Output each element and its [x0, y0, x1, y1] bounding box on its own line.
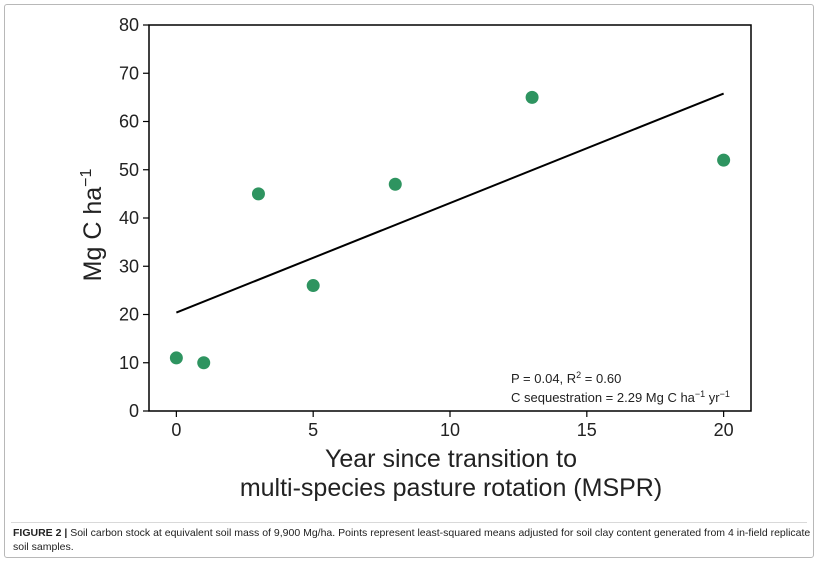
y-tick-label: 70 — [119, 63, 139, 83]
plot-border — [148, 24, 752, 412]
x-tick-label: 0 — [171, 420, 181, 440]
y-tick-label: 40 — [119, 208, 139, 228]
caption-text: Soil carbon stock at equivalent soil mas… — [13, 527, 811, 553]
data-points — [169, 90, 731, 370]
caption-label: FIGURE 2 | — [13, 527, 68, 539]
figure-caption: FIGURE 2 | Soil carbon stock at equivale… — [13, 526, 813, 554]
data-point — [388, 177, 402, 191]
y-tick-label: 0 — [129, 401, 139, 421]
y-axis: 0 10 20 30 40 50 60 70 80 — [119, 15, 149, 421]
sequestration-annotation: C sequestration = 2.29 Mg C ha−1 yr−1 — [511, 389, 730, 405]
caption-divider — [11, 522, 807, 523]
x-axis: 0 5 10 15 20 — [171, 411, 734, 440]
data-point — [169, 351, 183, 365]
y-tick-label: 10 — [119, 353, 139, 373]
x-tick-label: 15 — [577, 420, 597, 440]
x-tick-label: 10 — [440, 420, 460, 440]
data-point — [306, 279, 320, 293]
scatter-chart: 0 10 20 30 40 50 60 70 80 0 5 10 15 20 Mg C ha−1 Yea… — [78, 15, 752, 502]
data-point — [525, 90, 539, 104]
y-tick-label: 20 — [119, 305, 139, 325]
x-axis-title-line1: Year since transition to — [325, 445, 577, 473]
y-tick-label: 80 — [119, 15, 139, 35]
y-tick-label: 50 — [119, 160, 139, 180]
data-point — [197, 356, 211, 370]
x-tick-label: 5 — [308, 420, 318, 440]
y-tick-label: 60 — [119, 112, 139, 132]
figure-panel: 0 10 20 30 40 50 60 70 80 0 5 10 15 20 Mg C ha−1 Yea… — [4, 4, 814, 558]
x-tick-label: 20 — [714, 420, 734, 440]
y-tick-label: 30 — [119, 256, 139, 276]
data-point — [717, 153, 731, 167]
data-point — [251, 187, 265, 201]
trend-line — [175, 92, 725, 314]
x-axis-title-line2: multi-species pasture rotation (MSPR) — [240, 474, 662, 502]
stats-annotation: P = 0.04, R2 = 0.60 — [511, 370, 621, 386]
y-axis-title: Mg C ha−1 — [78, 169, 107, 282]
plot-area — [148, 24, 752, 412]
